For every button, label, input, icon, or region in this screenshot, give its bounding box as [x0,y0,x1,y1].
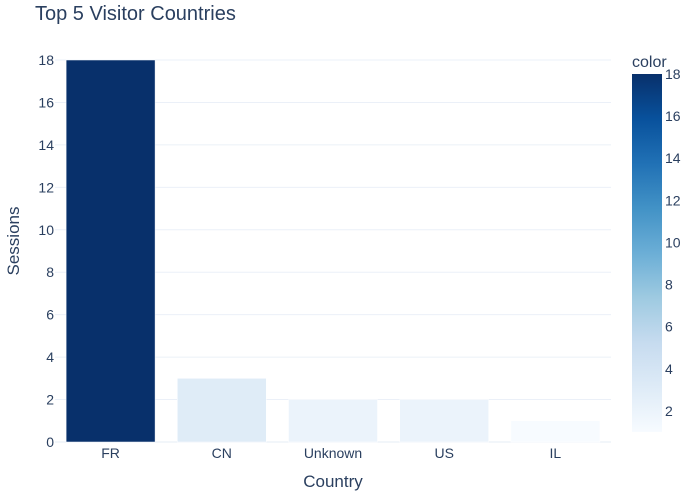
colorbar-tick-label: 6 [665,319,673,335]
x-axis-ticks: FR CN Unknown US IL [101,445,561,461]
colorbar-tick-label: 18 [665,66,681,82]
colorbar-tick-label: 14 [665,150,681,166]
x-tick-label: IL [550,445,562,461]
y-tick-label: 18 [38,52,54,68]
bar-il [510,420,601,443]
colorbar-gradient [632,74,662,432]
colorbar-ticks: 2 4 6 8 10 12 14 16 18 [665,66,681,419]
colorbar-tick-label: 2 [665,403,673,419]
x-tick-label: US [434,445,453,461]
y-tick-label: 8 [46,264,54,280]
y-axis-ticks: 0 2 4 6 8 10 12 14 16 18 [38,52,54,450]
y-tick-label: 12 [38,179,54,195]
bars [65,59,601,443]
colorbar: color 2 4 6 8 10 12 14 16 18 [632,54,681,432]
bar-fr [65,59,156,443]
x-tick-label: FR [101,445,120,461]
x-tick-label: Unknown [304,445,362,461]
y-tick-label: 4 [46,349,54,365]
x-axis-title: Country [303,472,363,491]
colorbar-tick-label: 10 [665,234,681,250]
y-tick-label: 0 [46,434,54,450]
bar-cn [177,378,267,443]
y-tick-label: 2 [46,392,54,408]
colorbar-tick-label: 16 [665,108,681,124]
bar-us [399,399,489,443]
y-tick-label: 10 [38,222,54,238]
y-tick-label: 14 [38,137,54,153]
y-axis-title: Sessions [4,207,23,276]
x-tick-label: CN [212,445,232,461]
bar-unknown [288,399,378,443]
colorbar-tick-label: 8 [665,277,673,293]
y-tick-label: 16 [38,94,54,110]
y-tick-label: 6 [46,307,54,323]
colorbar-tick-label: 4 [665,361,673,377]
chart-title: Top 5 Visitor Countries [35,3,236,25]
colorbar-tick-label: 12 [665,192,681,208]
colorbar-title: color [632,54,667,71]
